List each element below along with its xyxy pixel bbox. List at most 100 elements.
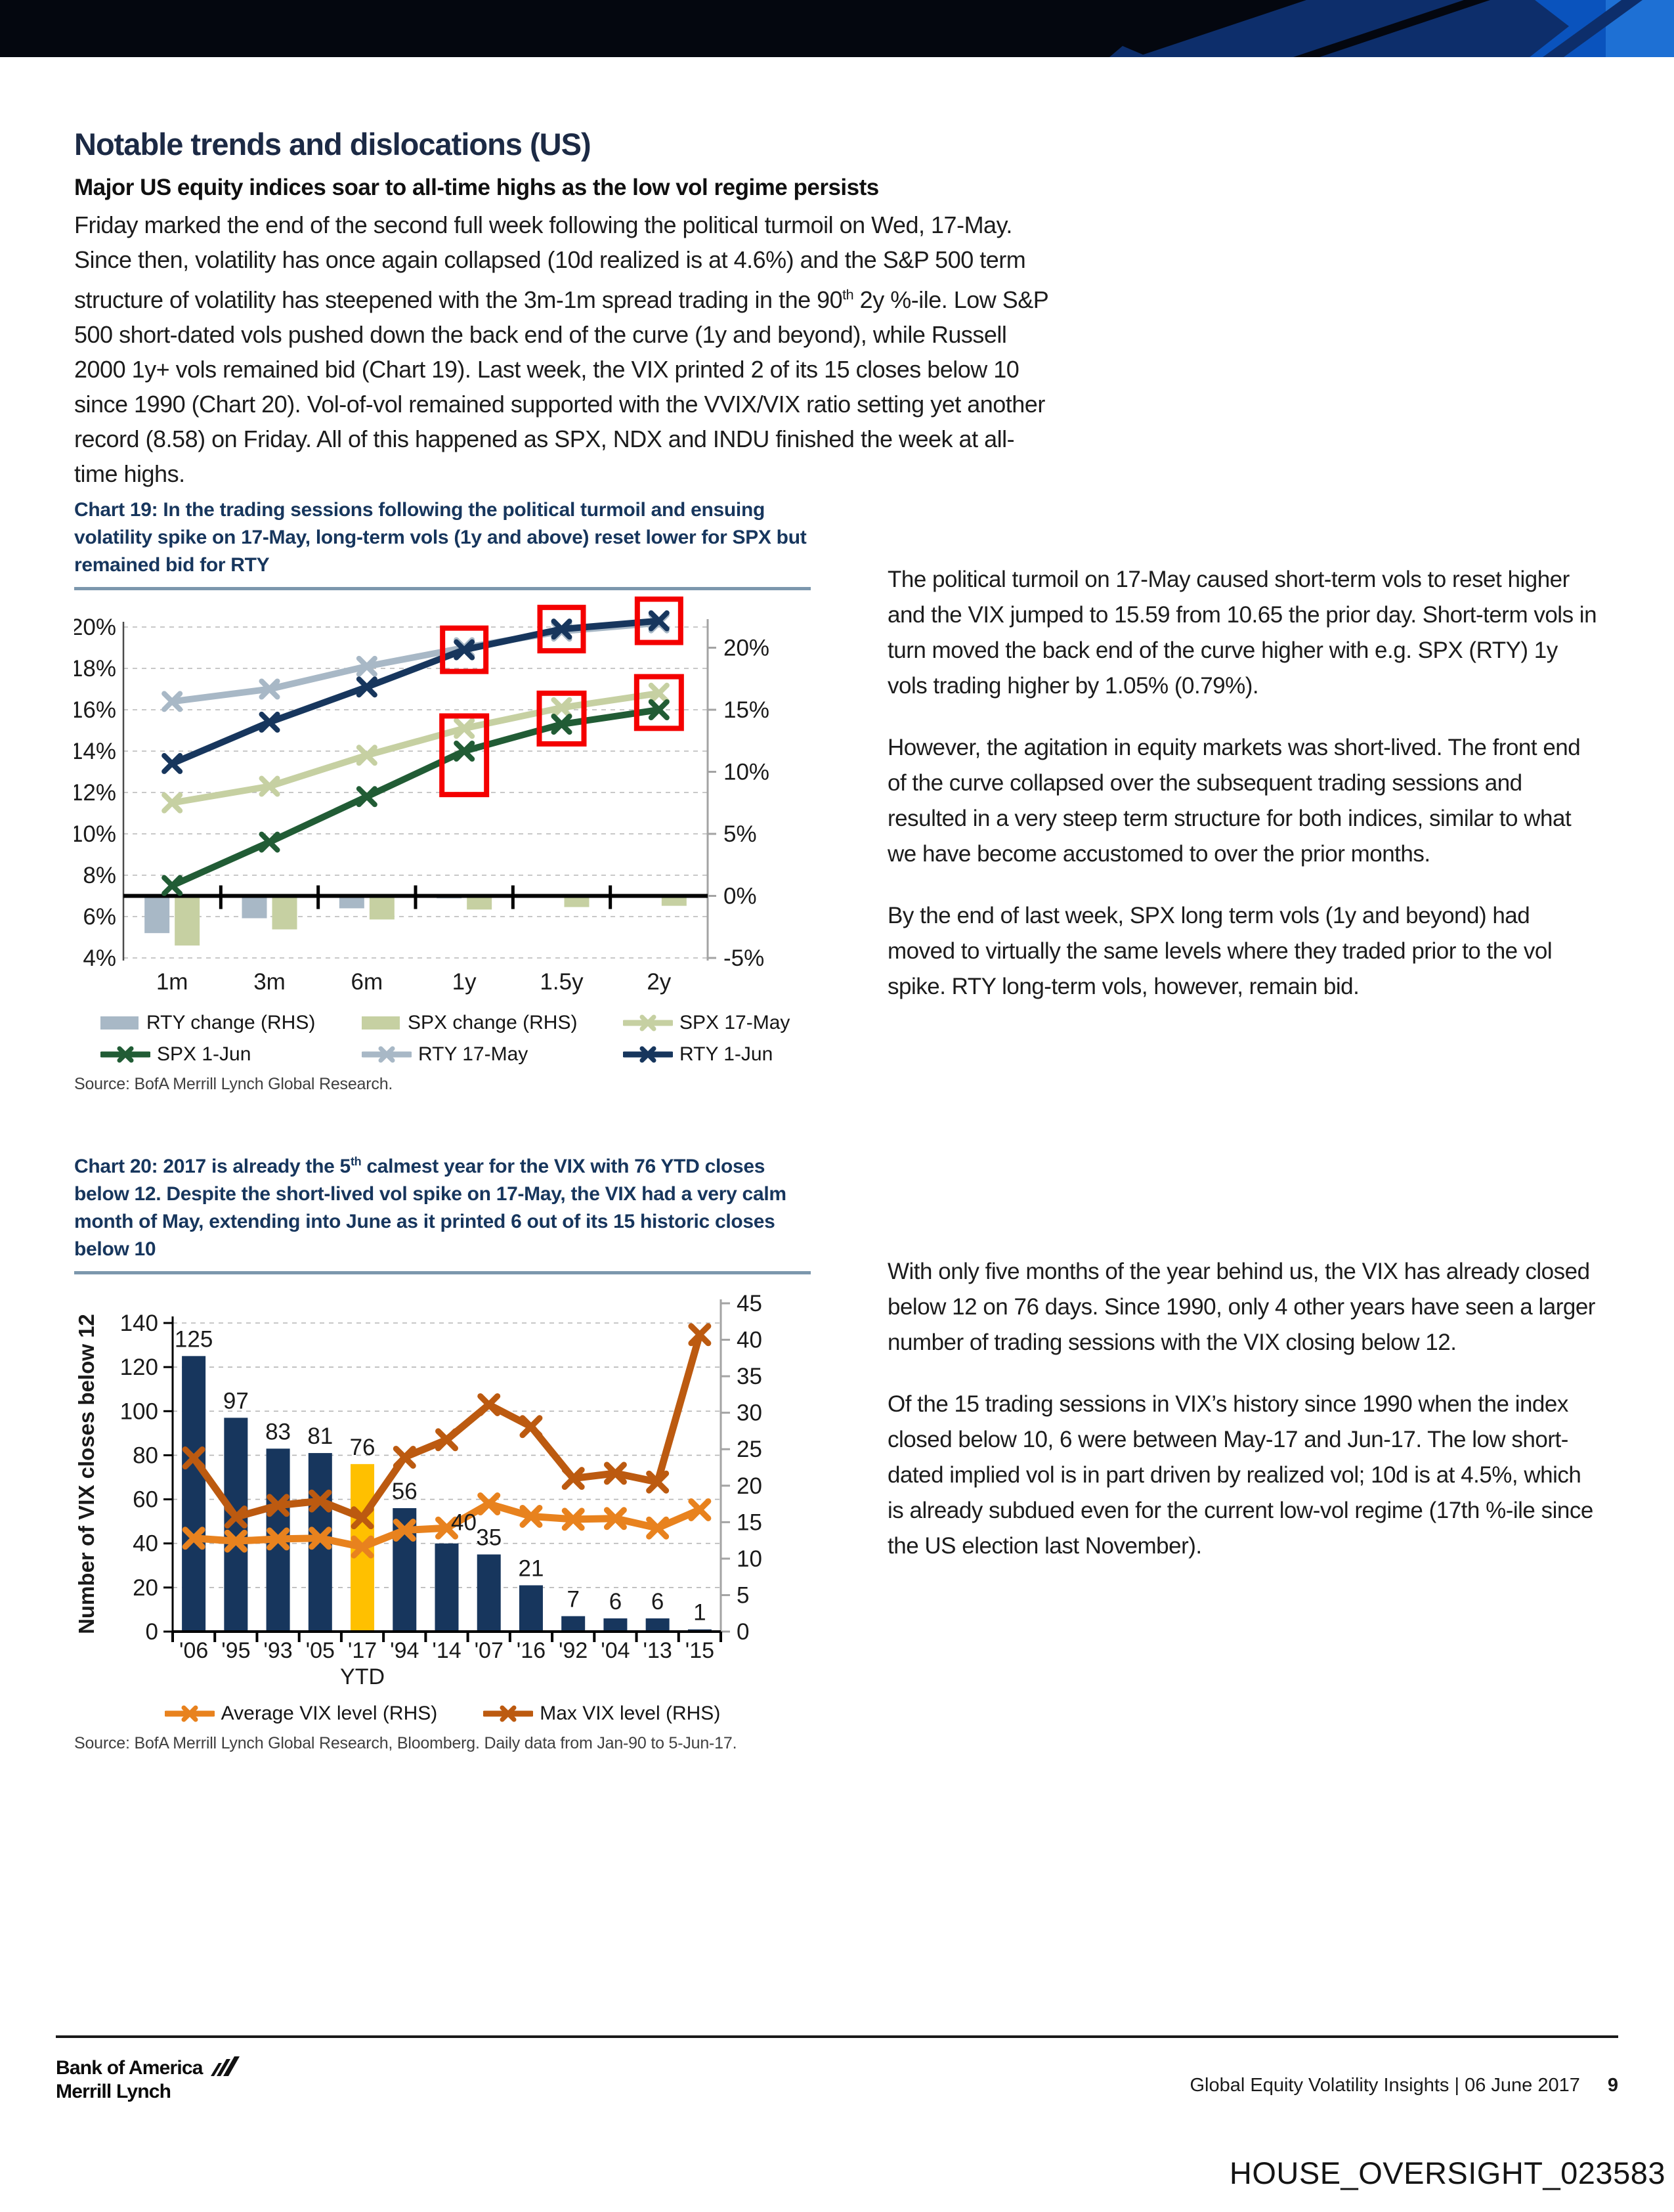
chart20-source: Source: BofA Merrill Lynch Global Resear…: [74, 1734, 737, 1752]
svg-text:6%: 6%: [83, 904, 116, 930]
intro-text-cont: 2y %-ile. Low S&P 500 short-dated vols p…: [74, 286, 1048, 487]
section-subtitle: Major US equity indices soar to all-time…: [74, 175, 879, 200]
svg-text:35: 35: [476, 1525, 502, 1551]
svg-text:120: 120: [120, 1355, 158, 1380]
svg-text:125: 125: [175, 1326, 213, 1352]
svg-text:'07: '07: [475, 1638, 504, 1663]
chart20-caption: Chart 20: 2017 is already the 5th calmes…: [74, 1148, 811, 1263]
legend-line-swatch: [483, 1705, 534, 1722]
svg-text:6: 6: [609, 1589, 622, 1615]
right-column-1: The political turmoil on 17-May caused s…: [888, 562, 1600, 1031]
doc-title-date: Global Equity Volatility Insights | 06 J…: [1190, 2075, 1580, 2096]
svg-text:-5%: -5%: [723, 945, 764, 971]
svg-text:40: 40: [133, 1531, 158, 1557]
brand-line-1: Bank of America: [56, 2057, 203, 2079]
paragraph: Of the 15 trading sessions in VIX’s hist…: [888, 1391, 1593, 1559]
legend-label: SPX 1-Jun: [157, 1043, 251, 1065]
svg-text:76: 76: [350, 1435, 376, 1460]
svg-text:18%: 18%: [74, 656, 116, 682]
svg-text:0: 0: [737, 1619, 749, 1645]
right-column-2: With only five months of the year behind…: [888, 1254, 1600, 1590]
svg-text:'17: '17: [348, 1638, 377, 1663]
svg-text:'13: '13: [643, 1638, 672, 1663]
svg-text:YTD: YTD: [340, 1664, 385, 1689]
svg-text:1: 1: [693, 1600, 706, 1626]
legend-row: SPX 1-Jun RTY 17-May RTY 1-Jun: [100, 1043, 811, 1066]
svg-text:0: 0: [146, 1619, 158, 1645]
svg-text:4%: 4%: [83, 945, 116, 971]
footer-divider: [56, 2035, 1618, 2038]
svg-text:140: 140: [120, 1311, 158, 1336]
legend-line-swatch: [100, 1046, 150, 1063]
intro-text: Friday marked the end of the second full…: [74, 211, 1026, 313]
bofa-flag-banner-graphic: [1109, 0, 1674, 57]
svg-text:'14: '14: [432, 1638, 461, 1663]
chart20-caption-superscript: th: [350, 1155, 362, 1168]
svg-text:35: 35: [737, 1364, 762, 1389]
svg-text:15: 15: [737, 1509, 762, 1535]
svg-text:10%: 10%: [723, 760, 769, 785]
chart19-source: Source: BofA Merrill Lynch Global Resear…: [74, 1075, 393, 1093]
svg-text:1.5y: 1.5y: [540, 969, 584, 995]
svg-text:40: 40: [451, 1510, 477, 1536]
legend-label: Average VIX level (RHS): [221, 1702, 438, 1724]
bofa-flag-icon: [210, 2056, 240, 2076]
svg-text:15%: 15%: [723, 697, 769, 723]
legend-item: Average VIX level (RHS): [164, 1702, 438, 1725]
svg-text:'92: '92: [559, 1638, 588, 1663]
legend-line-swatch: [362, 1046, 412, 1063]
svg-text:45: 45: [737, 1291, 762, 1316]
legend-label: SPX 17-May: [679, 1012, 790, 1033]
svg-text:'06: '06: [179, 1638, 208, 1663]
svg-text:'94: '94: [390, 1638, 419, 1663]
svg-text:14%: 14%: [74, 739, 116, 764]
legend-item: RTY 1-Jun: [623, 1043, 773, 1066]
legend-item: SPX change (RHS): [362, 1012, 623, 1034]
bates-stamp: HOUSE_OVERSIGHT_023583: [1229, 2156, 1665, 2190]
svg-text:56: 56: [392, 1479, 418, 1504]
paragraph: However, the agitation in equity markets…: [888, 735, 1581, 867]
footer: Bank of America Merrill Lynch Global Equ…: [56, 2056, 1618, 2104]
svg-text:'04: '04: [601, 1638, 630, 1663]
svg-text:97: 97: [223, 1388, 249, 1414]
svg-text:20%: 20%: [723, 636, 769, 661]
legend-item: SPX 17-May: [623, 1012, 790, 1034]
legend-line-swatch: [164, 1705, 215, 1722]
legend-item: Max VIX level (RHS): [483, 1702, 720, 1725]
legend-item: RTY change (RHS): [100, 1012, 362, 1034]
legend-row: Average VIX level (RHS) Max VIX level (RH…: [74, 1702, 811, 1725]
paragraph: With only five months of the year behind…: [888, 1259, 1595, 1355]
svg-text:20: 20: [133, 1575, 158, 1601]
legend-bar-swatch: [100, 1016, 139, 1030]
svg-text:'05: '05: [306, 1638, 335, 1663]
svg-text:25: 25: [737, 1437, 762, 1462]
svg-text:3m: 3m: [253, 969, 286, 995]
legend-row: RTY change (RHS) SPX change (RHS) SPX 17-M…: [100, 1012, 811, 1034]
paragraph: By the end of last week, SPX long term v…: [888, 903, 1553, 999]
chart19-caption: Chart 19: In the trading sessions follow…: [74, 499, 807, 576]
chart20-vix-closes-chart: 020406080100120140051015202530354045Numb…: [74, 1291, 762, 1689]
bofa-merrill-logo: Bank of America Merrill Lynch: [56, 2056, 240, 2104]
legend-item: SPX 1-Jun: [100, 1043, 362, 1066]
chart20-caption-rule: [74, 1271, 811, 1274]
svg-text:'15: '15: [685, 1638, 714, 1663]
legend-item: RTY 17-May: [362, 1043, 623, 1066]
top-banner: [0, 0, 1674, 57]
chart20-caption-text-cont: calmest year for the VIX with 76 YTD clo…: [74, 1156, 786, 1260]
svg-text:'95: '95: [221, 1638, 250, 1663]
svg-text:20: 20: [737, 1473, 762, 1499]
svg-text:80: 80: [133, 1442, 158, 1468]
svg-text:1m: 1m: [156, 969, 188, 995]
legend-label: RTY 17-May: [418, 1043, 528, 1065]
svg-text:Number of VIX closes below 12: Number of VIX closes below 12: [74, 1314, 98, 1634]
page-number: 9: [1607, 2075, 1618, 2096]
chart20-block: Chart 20: 2017 is already the 5th calmes…: [74, 1148, 811, 1753]
paragraph: The political turmoil on 17-May caused s…: [888, 567, 1597, 699]
svg-text:0%: 0%: [723, 884, 757, 909]
svg-text:10: 10: [737, 1546, 762, 1572]
svg-text:'93: '93: [263, 1638, 292, 1663]
brand-line-2: Merrill Lynch: [56, 2081, 171, 2102]
legend-label: RTY 1-Jun: [679, 1043, 773, 1065]
svg-text:2y: 2y: [647, 969, 671, 995]
chart19-block: Chart 19: In the trading sessions follow…: [74, 496, 811, 1094]
